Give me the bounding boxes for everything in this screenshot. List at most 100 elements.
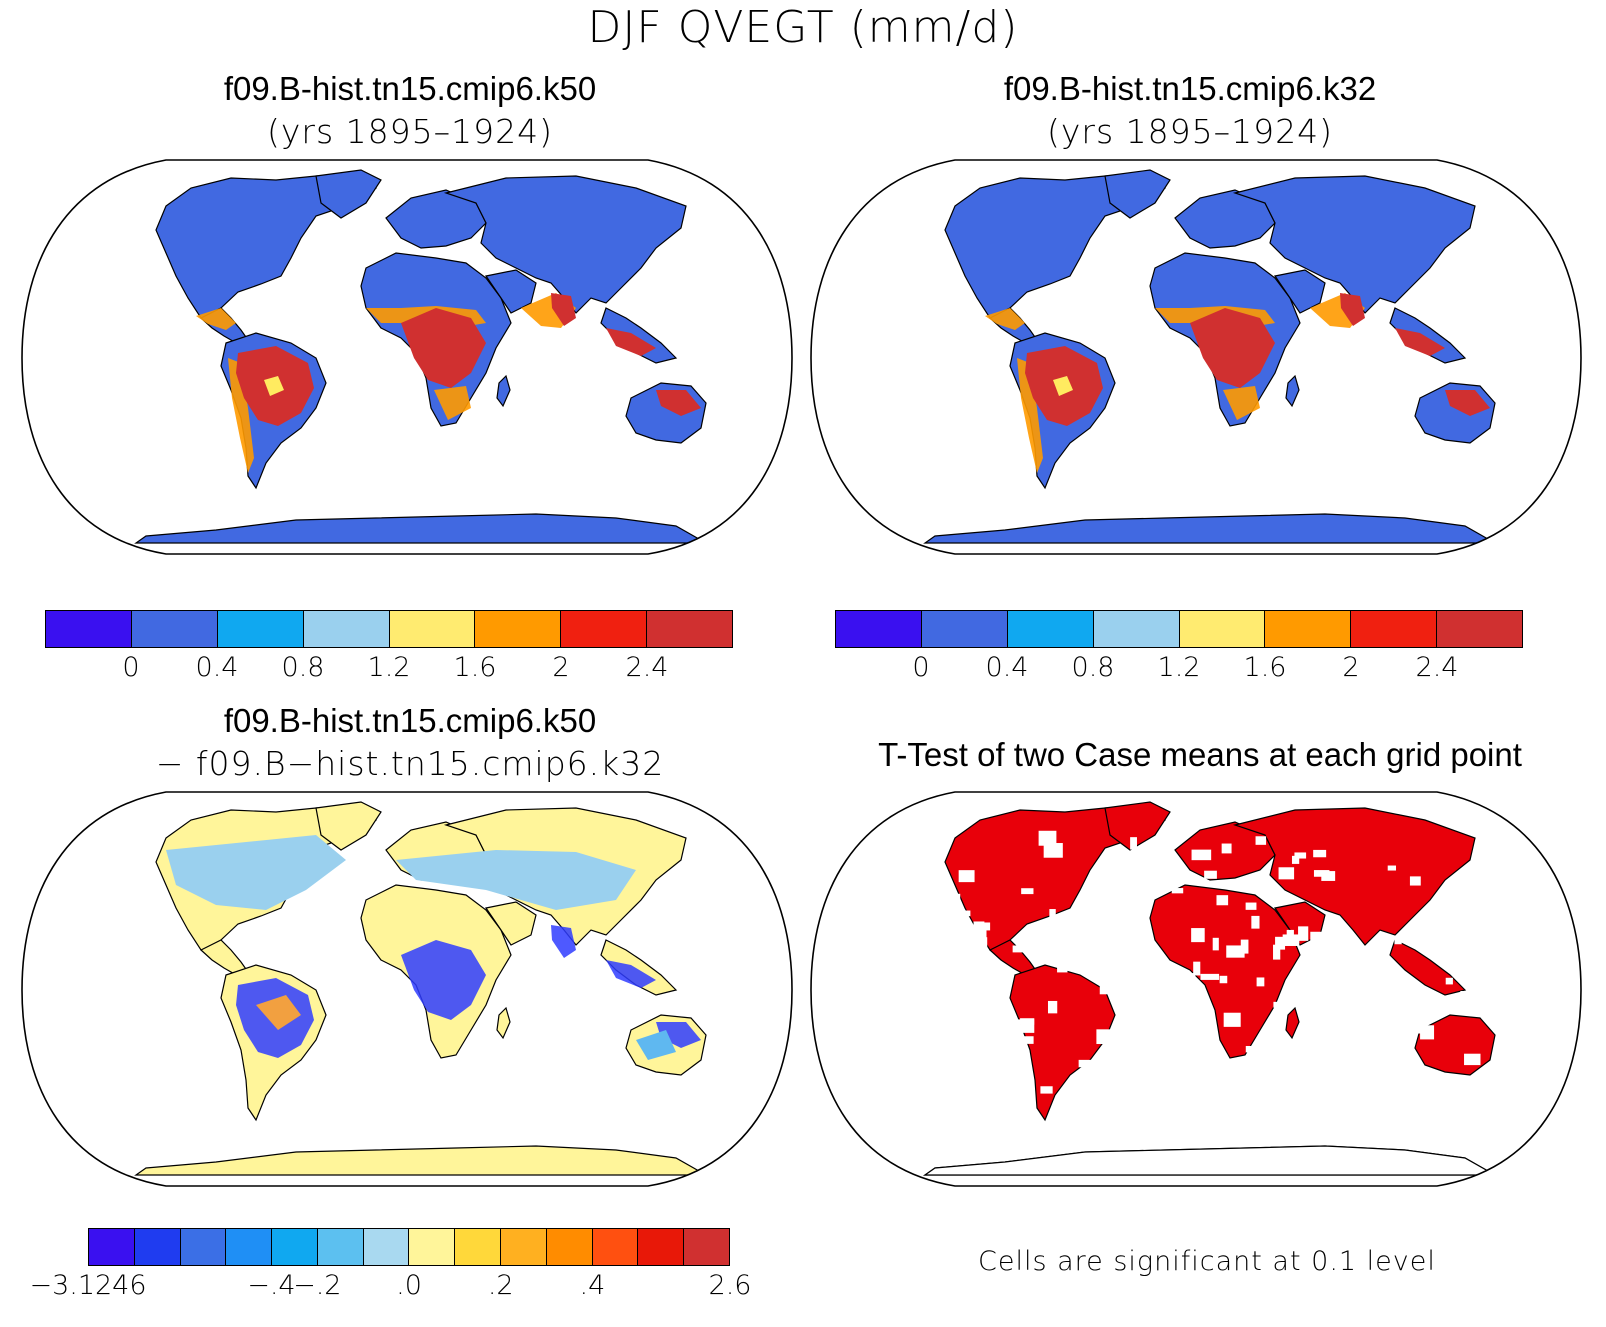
continent-seAsia bbox=[1389, 939, 1467, 996]
continent-australia bbox=[1414, 1014, 1496, 1076]
insignificant-cell bbox=[1250, 1087, 1266, 1101]
insignificant-cell bbox=[1282, 934, 1300, 946]
insignificant-cell bbox=[1021, 888, 1034, 895]
colorbar-tick-label: 2.4 bbox=[625, 652, 669, 683]
insignificant-cell bbox=[1096, 1029, 1115, 1045]
field-southAfrica bbox=[1223, 386, 1260, 420]
colorbar-tick-label: 0.4 bbox=[985, 652, 1029, 683]
continent-africa bbox=[1149, 884, 1301, 1059]
insignificant-cell bbox=[1275, 936, 1286, 950]
colorbar-swatch bbox=[134, 1229, 181, 1265]
insignificant-cell bbox=[1245, 1045, 1264, 1053]
insignificant-cell bbox=[1315, 959, 1335, 972]
insignificant-cell bbox=[1191, 928, 1205, 943]
insignificant-cell bbox=[1049, 909, 1056, 921]
insignificant-cell bbox=[1387, 865, 1397, 871]
insignificant-cell bbox=[1445, 977, 1453, 985]
insignificant-cell bbox=[1043, 843, 1063, 858]
insignificant-cell bbox=[1278, 867, 1295, 880]
field-indiaE bbox=[551, 925, 576, 958]
colorbar-swatch bbox=[561, 611, 648, 647]
insignificant-cell bbox=[1193, 961, 1201, 976]
field-indonesia bbox=[606, 328, 656, 356]
field-amazon-spot bbox=[264, 376, 284, 396]
colorbar-tick-label: 2.4 bbox=[1415, 652, 1459, 683]
continent-antarctica bbox=[134, 1145, 709, 1176]
field-andes bbox=[1017, 358, 1043, 473]
insignificant-cell bbox=[1156, 1069, 1174, 1085]
colorbar-tick-label: .2 bbox=[487, 1270, 514, 1301]
insignificant-cell bbox=[1200, 1056, 1215, 1067]
insignificant-cell bbox=[1116, 1065, 1131, 1075]
insignificant-cell bbox=[1078, 1059, 1092, 1068]
insignificant-cell bbox=[1346, 996, 1357, 1005]
map-frame bbox=[810, 159, 1582, 555]
continent-antarctica-insig bbox=[923, 1145, 1498, 1176]
insignificant-cell bbox=[1314, 1056, 1324, 1070]
colorbar-swatch bbox=[475, 611, 562, 647]
colorbar-swatch bbox=[409, 1229, 456, 1265]
insignificant-cell bbox=[1479, 914, 1493, 925]
colorbar-tick-label: 2.6 bbox=[708, 1270, 752, 1301]
insignificant-cell bbox=[1092, 891, 1110, 898]
map-frame bbox=[810, 791, 1582, 1187]
insignificant-cell bbox=[1040, 1086, 1053, 1094]
colorbar-swatch bbox=[46, 611, 132, 647]
insignificant-cell bbox=[1141, 921, 1150, 936]
insignificant-cell bbox=[1294, 852, 1307, 859]
insignificant-cell bbox=[1407, 1023, 1421, 1034]
map-diff bbox=[21, 791, 793, 1187]
continent-madagascar bbox=[496, 1006, 511, 1040]
insignificant-cell bbox=[1442, 919, 1452, 928]
colorbar-swatch bbox=[389, 611, 476, 647]
insignificant-cell bbox=[1310, 931, 1327, 945]
colorbar-swatch bbox=[836, 611, 922, 647]
colorbar-swatch bbox=[89, 1229, 135, 1265]
insignificant-cell bbox=[1216, 895, 1229, 906]
colorbar-swatch bbox=[647, 611, 732, 647]
insignificant-cell bbox=[1460, 991, 1478, 1004]
colorbar-swatch bbox=[272, 1229, 318, 1265]
insignificant-cell bbox=[1179, 973, 1196, 981]
panel-case1-title: f09.B-hist.tn15.cmip6.k50 bbox=[223, 70, 597, 107]
continent-arabia bbox=[1273, 269, 1326, 314]
colorbar-tick-label: −.2 bbox=[293, 1270, 342, 1301]
insignificant-cell bbox=[1038, 830, 1057, 846]
insignificant-cell bbox=[1298, 926, 1309, 941]
insignificant-cell bbox=[1099, 921, 1111, 929]
insignificant-cell bbox=[1273, 944, 1281, 960]
field-mexico bbox=[985, 308, 1025, 330]
continent-europe bbox=[385, 189, 487, 249]
panel-case2-title: f09.B-hist.tn15.cmip6.k32 bbox=[1003, 70, 1377, 107]
continent-madagascar bbox=[1285, 374, 1300, 408]
insignificant-cell bbox=[1482, 963, 1489, 973]
insignificant-cell bbox=[955, 910, 971, 917]
field-congo bbox=[401, 308, 486, 388]
insignificant-cell bbox=[1012, 945, 1033, 953]
field-mexico bbox=[196, 308, 236, 330]
insignificant-cell bbox=[1094, 1078, 1101, 1088]
colorbar-tick-label: 1.2 bbox=[367, 652, 411, 683]
colorbar-swatch bbox=[1007, 611, 1094, 647]
continent-greenland bbox=[315, 801, 382, 851]
continent-antarctica bbox=[134, 513, 709, 544]
colorbar-tick-label: 1.6 bbox=[453, 652, 497, 683]
colorbar-tick-label: 0 bbox=[912, 652, 930, 683]
continent-madagascar bbox=[496, 374, 511, 408]
map-case1 bbox=[21, 159, 793, 555]
insignificant-cell bbox=[1420, 1025, 1435, 1040]
continent-europe bbox=[1174, 189, 1276, 249]
insignificant-cell bbox=[1273, 1001, 1287, 1008]
continent-asia bbox=[443, 175, 687, 314]
field-southAfrica bbox=[434, 386, 471, 420]
colorbar-swatch bbox=[217, 611, 304, 647]
continent-northAmerica bbox=[155, 173, 377, 327]
colorbar-swatch bbox=[1179, 611, 1266, 647]
insignificant-cell bbox=[973, 921, 985, 937]
colorbar-swatch bbox=[226, 1229, 273, 1265]
insignificant-cell bbox=[1219, 975, 1228, 984]
colorbar-tick-label: .0 bbox=[396, 1270, 422, 1301]
figure-title: DJF QVEGT (mm/d) bbox=[587, 2, 1019, 53]
colorbar-swatch bbox=[1093, 611, 1180, 647]
insignificant-cell bbox=[1080, 965, 1095, 973]
